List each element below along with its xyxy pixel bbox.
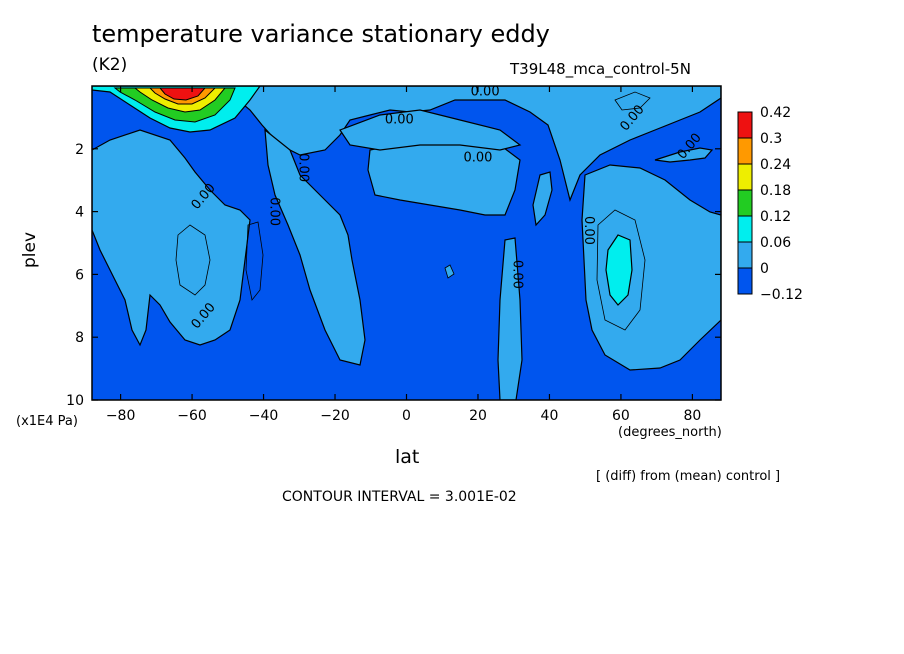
diff-note: [ (diff) from (mean) control ]	[596, 469, 781, 484]
x-tick: −80	[106, 86, 136, 424]
x-tick: −40	[249, 86, 279, 424]
x-tick: 20	[469, 86, 487, 424]
y-tick: 6	[75, 267, 721, 283]
contour-label: 0.00	[295, 153, 310, 182]
y-axis: 2 4 6 8 10	[66, 142, 721, 409]
contour-label: 0.00	[267, 197, 282, 226]
colorbar-label: 0.12	[760, 209, 791, 225]
colorbar-label: 0.18	[760, 183, 791, 199]
chart-title: temperature variance stationary eddy	[92, 20, 550, 48]
x-tick-label: 40	[541, 408, 559, 424]
colorbar-swatch	[737, 215, 753, 243]
x-tick: 80	[683, 86, 701, 424]
colorbar-label: 0	[760, 261, 769, 277]
contour-fill	[92, 86, 721, 400]
x-tick: 60	[612, 86, 630, 424]
colorbar-swatch	[737, 111, 753, 139]
x-tick-label: −20	[320, 408, 350, 424]
colorbar-swatch	[737, 189, 753, 217]
colorbar-swatch	[737, 137, 753, 165]
contour-label: 0.00	[581, 216, 596, 245]
contour-label: 0.00	[385, 113, 414, 128]
experiment-label: T39L48_mca_control-5N	[510, 60, 691, 78]
x-tick-label: 0	[402, 408, 411, 424]
contour-label: 0.00	[471, 84, 500, 99]
colorbar-label: 0.3	[760, 131, 782, 147]
y-tick-label: 10	[66, 393, 84, 409]
y-tick: 10	[66, 393, 721, 409]
x-tick-label: −60	[177, 408, 207, 424]
y-tick-label: 6	[75, 267, 84, 283]
colorbar-label: −0.12	[760, 287, 803, 303]
y-tick: 8	[75, 330, 721, 346]
colorbar-label: 0.06	[760, 235, 791, 251]
x-tick-label: 60	[612, 408, 630, 424]
x-tick-label: 80	[683, 408, 701, 424]
x-axis: −80 −60 −40 −20 0 20 40 60 80	[106, 86, 701, 424]
y-tick: 2	[75, 142, 721, 158]
y-axis-unit: (x1E4 Pa)	[16, 414, 78, 429]
x-tick: 40	[541, 86, 559, 424]
contour-label: 0.00	[464, 150, 493, 165]
colorbar: 0.42 0.3 0.24 0.18 0.12 0.06 0 −0.12	[737, 105, 803, 303]
x-axis-unit: (degrees_north)	[618, 425, 722, 440]
x-tick: −60	[177, 86, 207, 424]
x-tick: −20	[320, 86, 350, 424]
y-tick-label: 8	[75, 330, 84, 346]
y-tick: 4	[75, 205, 721, 221]
colorbar-swatch	[737, 241, 753, 269]
colorbar-swatch	[737, 267, 753, 295]
x-axis-label: lat	[395, 446, 420, 468]
contour-label: 0.00	[510, 260, 525, 289]
colorbar-label: 0.24	[760, 157, 791, 173]
colorbar-swatch	[737, 163, 753, 191]
y-tick-label: 2	[75, 142, 84, 158]
contour-interval: CONTOUR INTERVAL = 3.001E-02	[282, 489, 517, 505]
x-tick: 0	[402, 86, 411, 424]
x-tick-label: 20	[469, 408, 487, 424]
units-label: (K2)	[92, 55, 128, 75]
colorbar-label: 0.42	[760, 105, 791, 121]
x-tick-label: −40	[249, 408, 279, 424]
x-tick-label: −80	[106, 408, 136, 424]
y-tick-label: 4	[75, 205, 84, 221]
